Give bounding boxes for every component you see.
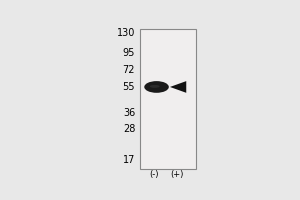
Text: 95: 95 <box>123 48 135 58</box>
Ellipse shape <box>144 81 169 93</box>
Text: (+): (+) <box>170 170 184 179</box>
Polygon shape <box>170 81 186 93</box>
Ellipse shape <box>150 85 160 88</box>
Text: 55: 55 <box>123 82 135 92</box>
Bar <box>140 29 196 169</box>
Text: 72: 72 <box>123 65 135 75</box>
Text: 36: 36 <box>123 108 135 118</box>
Text: 130: 130 <box>117 28 135 38</box>
Text: 17: 17 <box>123 155 135 165</box>
Text: 28: 28 <box>123 124 135 134</box>
Text: (-): (-) <box>149 170 158 179</box>
